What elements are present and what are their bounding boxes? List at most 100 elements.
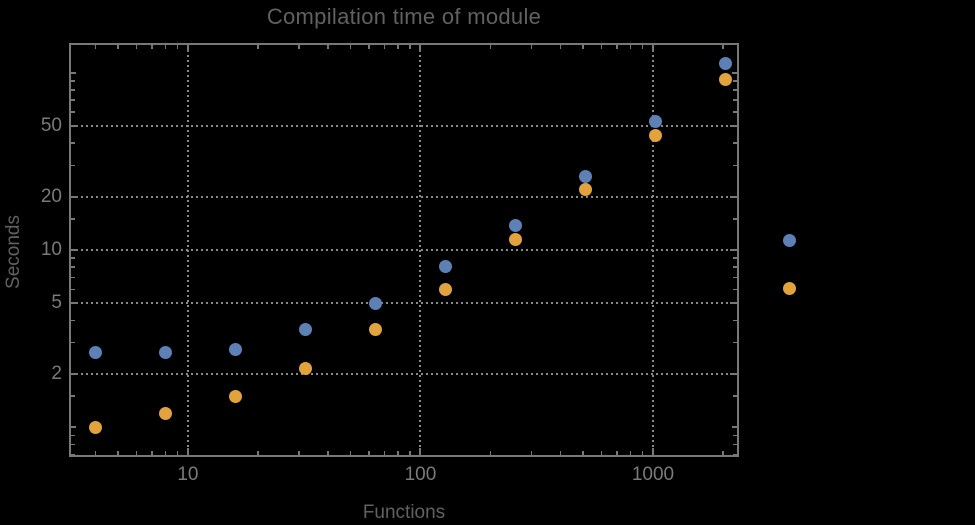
y-tick	[71, 341, 75, 344]
x-tick	[616, 45, 618, 49]
y-tick	[733, 288, 737, 291]
y-tick	[71, 195, 78, 198]
data-point-series-1-blue	[298, 323, 312, 337]
x-tick	[151, 451, 153, 455]
plot-frame	[69, 43, 739, 457]
y-tick	[730, 302, 737, 305]
x-tick	[530, 451, 533, 455]
x-tick	[722, 451, 724, 455]
y-tick	[733, 454, 737, 456]
x-tick	[327, 45, 329, 49]
y-tick	[71, 99, 75, 101]
y-gridline	[71, 372, 737, 375]
y-gridline	[71, 302, 737, 305]
x-tick	[368, 451, 370, 455]
y-tick	[71, 426, 76, 429]
y-tick	[733, 142, 737, 144]
chart-title: Compilation time of module	[266, 4, 542, 29]
x-tick	[616, 451, 618, 455]
data-point-series-1-blue	[578, 169, 592, 183]
data-point-series-1-blue	[718, 57, 732, 71]
y-tick	[71, 142, 75, 144]
x-tick	[298, 451, 300, 455]
x-tick-label: 1000	[631, 464, 675, 485]
x-tick	[186, 448, 189, 455]
x-tick	[368, 45, 370, 49]
x-tick	[94, 45, 97, 49]
x-tick	[176, 451, 179, 455]
y-tick	[71, 372, 78, 375]
y-tick	[730, 125, 737, 128]
y-gridline	[71, 248, 737, 251]
y-tick	[733, 218, 737, 220]
x-tick-label: 100	[404, 464, 437, 485]
legend-marker-series2-icon	[783, 282, 796, 295]
x-tick	[257, 451, 259, 455]
data-point-series-2-orange	[648, 129, 662, 143]
x-tick	[651, 45, 654, 52]
x-tick	[641, 451, 644, 455]
x-tick	[419, 448, 422, 455]
x-tick	[419, 45, 422, 52]
y-tick	[71, 125, 78, 128]
y-tick	[71, 454, 75, 456]
x-tick	[397, 451, 399, 455]
legend-marker-series1-icon	[783, 234, 796, 247]
y-tick-label: 2	[51, 362, 62, 384]
x-tick	[327, 451, 329, 455]
y-tick	[71, 71, 76, 74]
x-tick	[164, 451, 167, 455]
x-tick	[349, 451, 352, 455]
x-tick-label: 10	[177, 464, 199, 485]
x-tick	[582, 451, 584, 455]
data-point-series-1-blue	[158, 345, 172, 359]
x-tick	[186, 45, 189, 52]
x-tick	[559, 451, 562, 455]
x-axis-label: Functions	[362, 502, 446, 523]
y-tick	[733, 80, 737, 82]
y-tick	[71, 319, 75, 322]
x-tick	[135, 451, 138, 455]
x-tick	[409, 45, 411, 49]
x-tick	[397, 45, 399, 49]
data-point-series-1-blue	[648, 115, 662, 129]
data-point-series-2-orange	[158, 406, 172, 420]
y-tick	[733, 99, 737, 101]
y-tick	[71, 266, 75, 268]
data-point-series-2-orange	[228, 389, 242, 403]
data-point-series-2-orange	[368, 323, 382, 337]
x-tick	[151, 45, 153, 49]
y-tick	[71, 257, 75, 259]
x-tick	[164, 45, 167, 49]
x-tick	[94, 451, 97, 455]
y-axis-label: Seconds	[3, 215, 24, 289]
y-tick	[71, 276, 75, 279]
y-tick	[732, 426, 737, 429]
y-gridline	[71, 195, 737, 198]
data-point-series-1-blue	[438, 259, 452, 273]
data-point-series-2-orange	[578, 182, 592, 196]
y-tick	[71, 434, 75, 437]
y-tick	[71, 443, 75, 446]
y-tick	[71, 248, 78, 251]
data-point-series-1-blue	[368, 296, 382, 310]
x-tick	[349, 45, 352, 49]
y-tick	[71, 395, 75, 397]
x-tick	[559, 45, 562, 49]
data-point-series-2-orange	[508, 232, 522, 246]
y-tick	[732, 71, 737, 74]
y-gridline	[71, 125, 737, 128]
x-tick	[722, 45, 724, 49]
x-tick	[176, 45, 179, 49]
y-tick	[733, 111, 737, 113]
y-tick	[733, 319, 737, 322]
y-tick	[730, 248, 737, 251]
y-tick	[733, 257, 737, 259]
y-tick	[71, 80, 75, 82]
y-tick	[730, 195, 737, 198]
x-tick	[582, 45, 584, 49]
y-tick	[71, 89, 75, 91]
x-tick	[383, 45, 386, 49]
data-point-series-1-blue	[88, 345, 102, 359]
